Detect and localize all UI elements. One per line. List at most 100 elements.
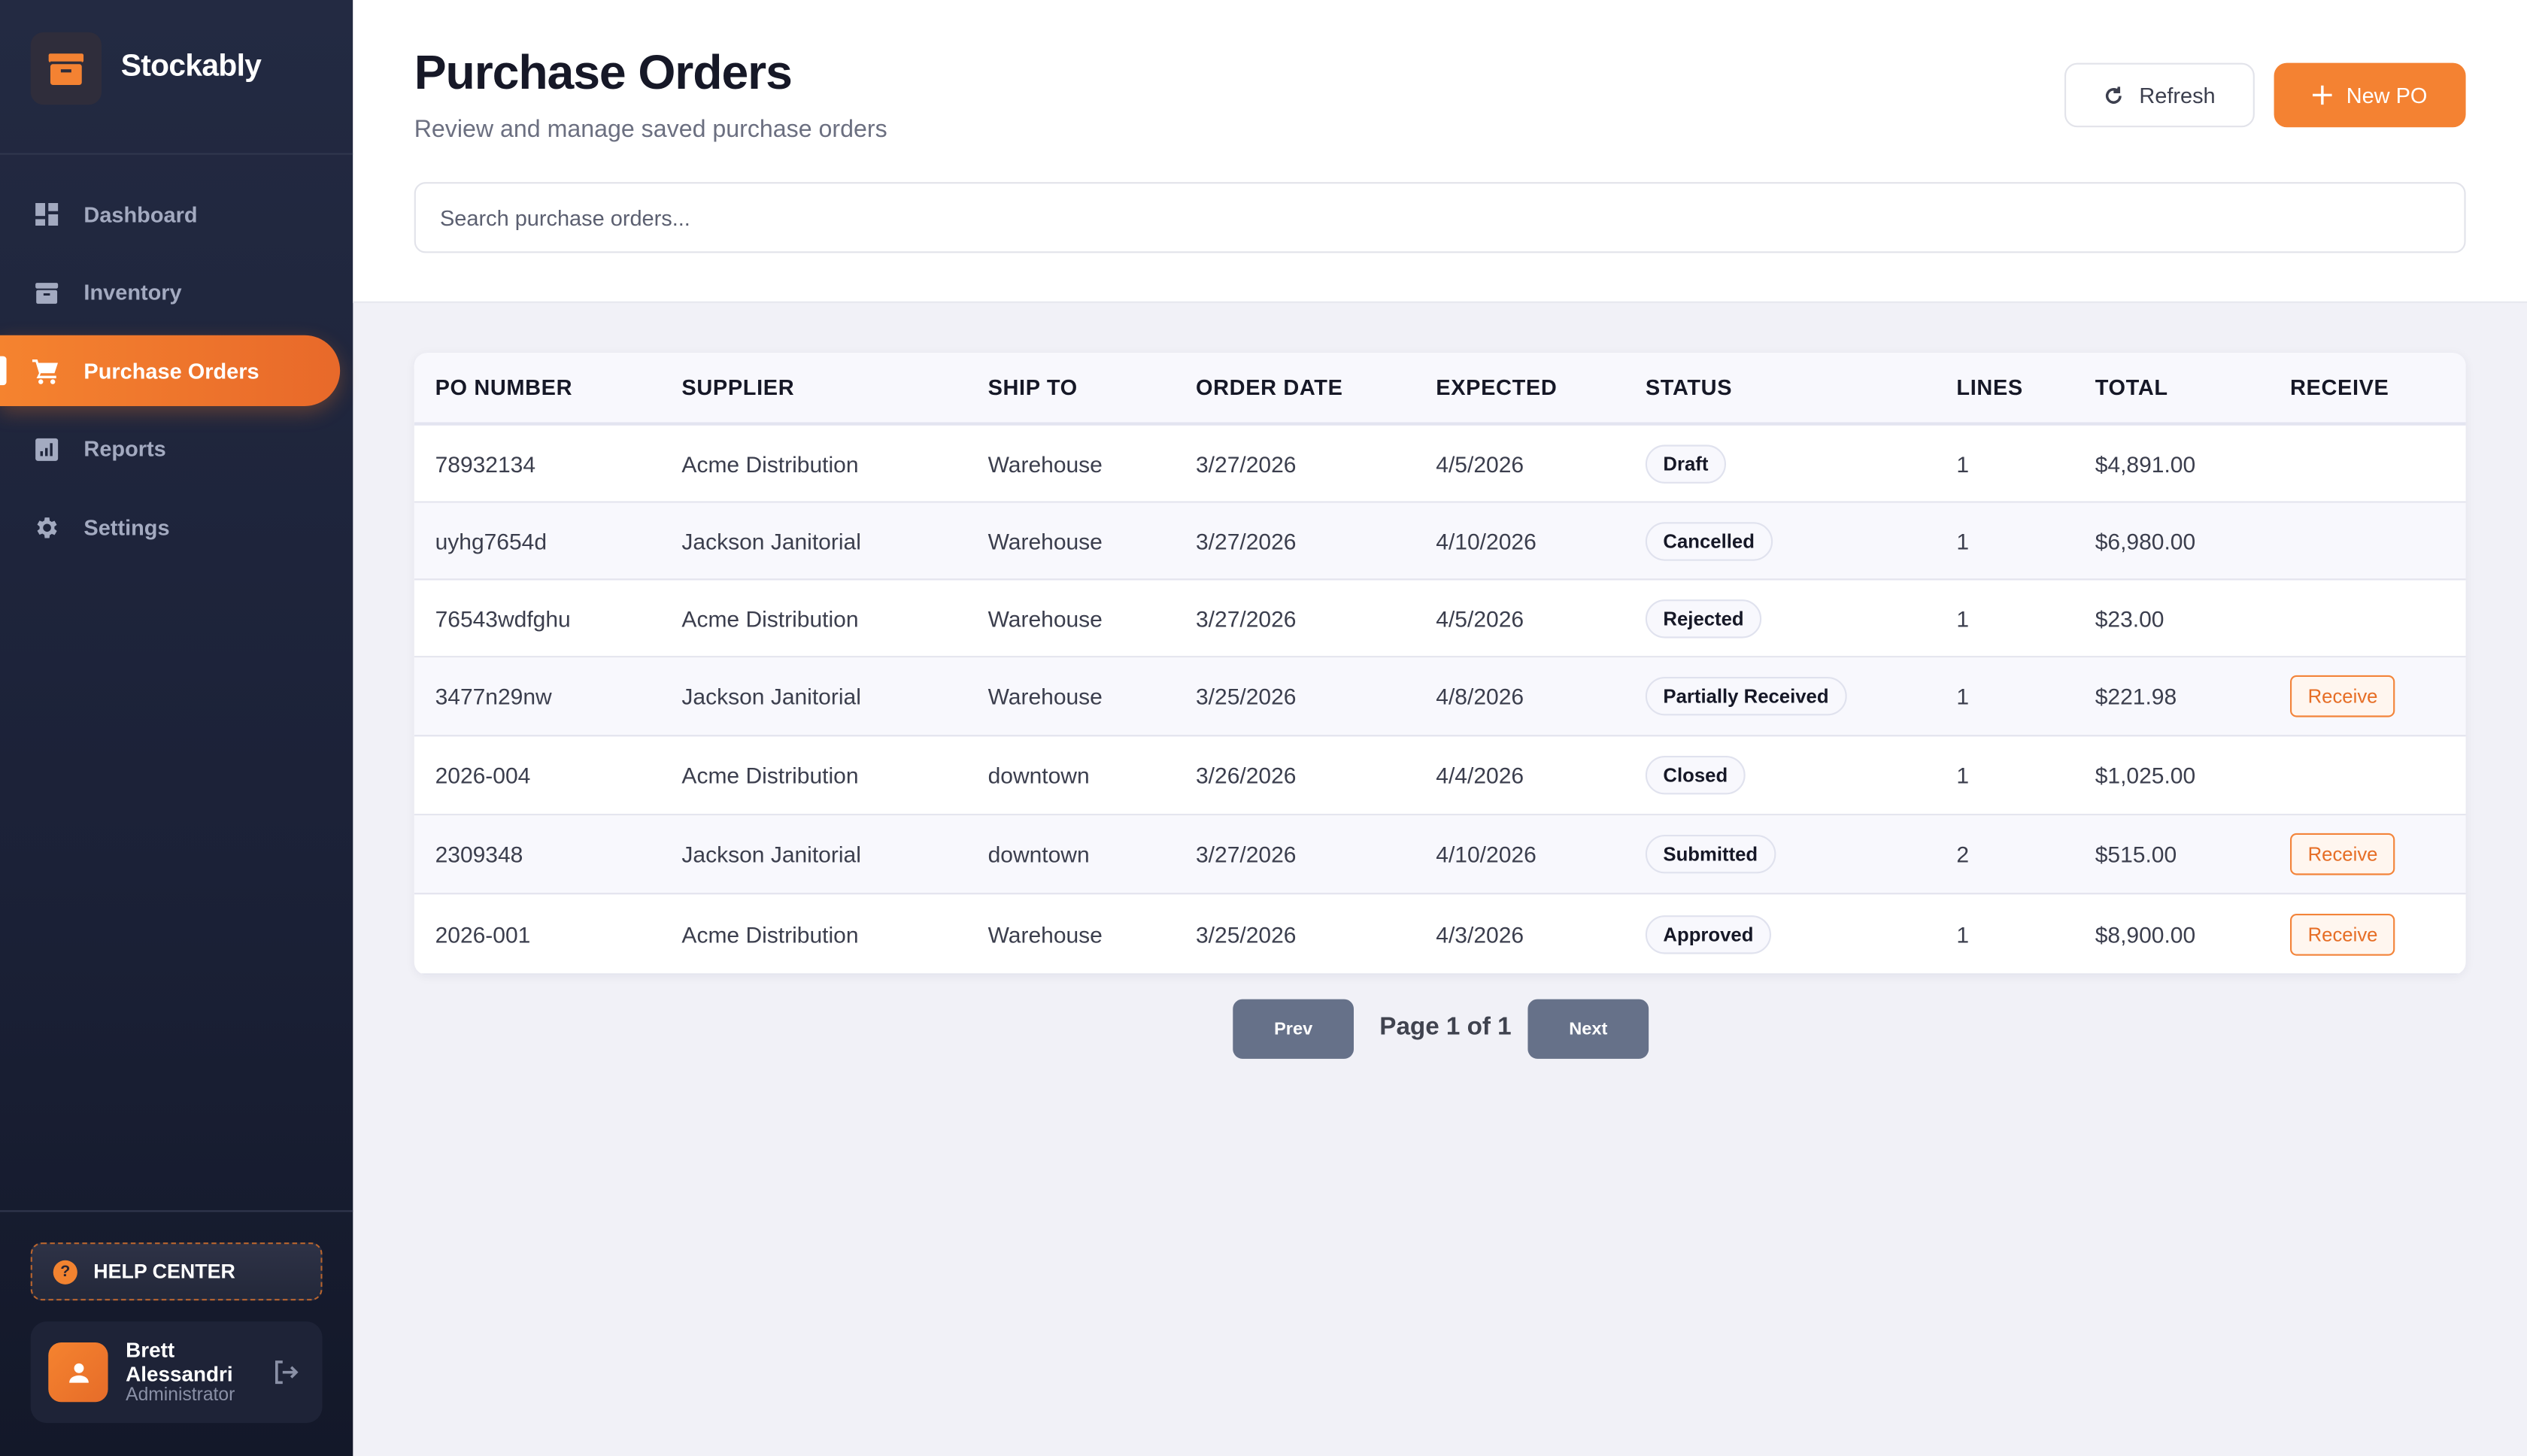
status-badge: Cancelled — [1645, 521, 1773, 560]
cell-ship-to: Warehouse — [987, 450, 1103, 477]
plus-icon — [2312, 85, 2332, 105]
cell-ship-to: downtown — [987, 762, 1090, 788]
sidebar-item-reports[interactable]: Reports — [0, 414, 340, 484]
column-header[interactable]: SHIP TO — [987, 375, 1078, 400]
archive-box-icon — [48, 53, 84, 84]
table-cell: Acme Distribution — [681, 426, 858, 502]
table-cell: 4/10/2026 — [1436, 503, 1536, 579]
cell-supplier: Acme Distribution — [681, 921, 859, 947]
avatar — [48, 1342, 108, 1403]
table-cell: Warehouse — [988, 503, 1103, 579]
user-card: Brett Alessandri Administrator — [30, 1321, 323, 1424]
table-row[interactable]: 78932134 Acme Distribution Warehouse 3/27/2… — [414, 426, 2466, 503]
cell-total: $4,891.00 — [2095, 450, 2196, 477]
sidebar-item-dashboard[interactable]: Dashboard — [0, 179, 340, 250]
status-badge: Rejected — [1645, 599, 1762, 638]
prev-page-button[interactable]: Prev — [1233, 999, 1354, 1059]
sidebar-item-label: Purchase Orders — [83, 358, 259, 383]
sidebar: Stockably Dashboard Inventory Purchase Ord… — [0, 0, 353, 1456]
table-cell: 2309348 — [435, 815, 523, 893]
table-cell: $6,980.00 — [2095, 503, 2195, 579]
cell-order-date: 3/25/2026 — [1196, 683, 1297, 709]
table-cell: Jackson Janitorial — [681, 503, 860, 579]
refresh-icon — [2106, 86, 2122, 103]
cell-po: 2026-004 — [435, 762, 531, 788]
status-badge: Submitted — [1645, 835, 1776, 874]
cell-expected: 4/3/2026 — [1436, 921, 1524, 947]
table-cell: Partially Received — [1645, 657, 1847, 735]
status-badge: Approved — [1645, 915, 1772, 954]
table-cell: 1 — [1956, 736, 1969, 814]
page-title: Purchase Orders — [414, 47, 793, 100]
table-row[interactable]: 2026-001 Acme Distribution Warehouse 3/25/2… — [414, 894, 2466, 975]
refresh-button[interactable]: Refresh — [2064, 62, 2255, 128]
sidebar-item-label: Settings — [83, 514, 170, 539]
cell-po: uyhg7654d — [435, 527, 548, 554]
table-cell: 1 — [1956, 657, 1969, 735]
cell-lines: 1 — [1956, 762, 1970, 788]
table-cell: Submitted — [1645, 815, 1776, 893]
table-cell: 76543wdfghu — [435, 580, 571, 656]
column-header[interactable]: RECEIVE — [2290, 375, 2389, 400]
column-header[interactable]: SUPPLIER — [681, 375, 795, 400]
cell-lines: 1 — [1956, 527, 1970, 554]
column-header[interactable]: LINES — [1956, 375, 2023, 400]
table-cell: 3/25/2026 — [1196, 657, 1296, 735]
divider — [0, 153, 353, 155]
search-input[interactable] — [414, 182, 2466, 253]
receive-button[interactable]: Receive — [2290, 675, 2396, 717]
table-row[interactable]: 2309348 Jackson Janitorial downtown 3/27/20… — [414, 815, 2466, 895]
table-cell: Warehouse — [988, 580, 1103, 656]
status-badge: Closed — [1645, 755, 1746, 795]
sidebar-item-purchase-orders[interactable]: Purchase Orders — [0, 335, 341, 406]
cell-total: $221.98 — [2095, 683, 2177, 709]
sidebar-item-settings[interactable]: Settings — [0, 492, 340, 563]
column-header[interactable]: TOTAL — [2095, 375, 2168, 400]
next-page-button[interactable]: Next — [1527, 999, 1649, 1059]
divider — [0, 1210, 353, 1212]
help-label: HELP CENTER — [93, 1260, 235, 1283]
cell-total: $1,025.00 — [2095, 762, 2196, 788]
new-po-button[interactable]: New PO — [2274, 62, 2466, 128]
table-cell: 2026-004 — [435, 736, 531, 814]
table-cell: 3477n29nw — [435, 657, 552, 735]
cell-lines: 1 — [1956, 921, 1970, 947]
column-header[interactable]: PO NUMBER — [435, 375, 573, 400]
receive-button[interactable]: Receive — [2290, 912, 2396, 955]
table-row[interactable]: 2026-004 Acme Distribution downtown 3/26/20… — [414, 736, 2466, 816]
table-cell: 3/27/2026 — [1196, 580, 1296, 656]
table-row[interactable]: 3477n29nw Jackson Janitorial Warehouse 3/25… — [414, 657, 2466, 737]
cell-order-date: 3/27/2026 — [1196, 527, 1297, 554]
table-cell: 1 — [1956, 894, 1969, 973]
table-cell: $1,025.00 — [2095, 736, 2195, 814]
user-icon — [68, 1362, 88, 1382]
user-name: Brett Alessandri — [126, 1337, 233, 1386]
cell-ship-to: Warehouse — [987, 605, 1103, 631]
help-center-button[interactable]: ? HELP CENTER — [30, 1242, 323, 1301]
cell-ship-to: downtown — [987, 841, 1090, 867]
table-cell: Jackson Janitorial — [681, 657, 860, 735]
column-header[interactable]: STATUS — [1645, 375, 1733, 400]
logo — [30, 32, 102, 105]
cell-total: $515.00 — [2095, 841, 2177, 867]
column-header[interactable]: ORDER DATE — [1196, 375, 1343, 400]
sidebar-item-label: Dashboard — [83, 202, 198, 227]
purchase-orders-table: PO NUMBER SUPPLIER SHIP TO ORDER DATE EXPECT… — [414, 353, 2466, 975]
chart-icon — [32, 435, 59, 463]
receive-button[interactable]: Receive — [2290, 833, 2396, 875]
cell-po: 3477n29nw — [435, 683, 552, 709]
user-role: Administrator — [126, 1385, 235, 1406]
sidebar-item-label: Inventory — [83, 280, 182, 305]
cell-ship-to: Warehouse — [987, 527, 1103, 554]
table-row[interactable]: uyhg7654d Jackson Janitorial Warehouse 3/27… — [414, 502, 2466, 581]
page-subtitle: Review and manage saved purchase orders — [414, 116, 887, 144]
sidebar-item-inventory[interactable]: Inventory — [0, 257, 340, 328]
table-cell: $23.00 — [2095, 580, 2164, 656]
column-header[interactable]: EXPECTED — [1436, 375, 1558, 400]
cell-total: $6,980.00 — [2095, 527, 2196, 554]
logout-icon[interactable] — [272, 1358, 299, 1385]
table-row[interactable]: 76543wdfghu Acme Distribution Warehouse 3/2… — [414, 580, 2466, 658]
table-cell: Cancelled — [1645, 503, 1773, 579]
cell-expected: 4/5/2026 — [1436, 605, 1524, 631]
dashboard-icon — [32, 201, 59, 228]
